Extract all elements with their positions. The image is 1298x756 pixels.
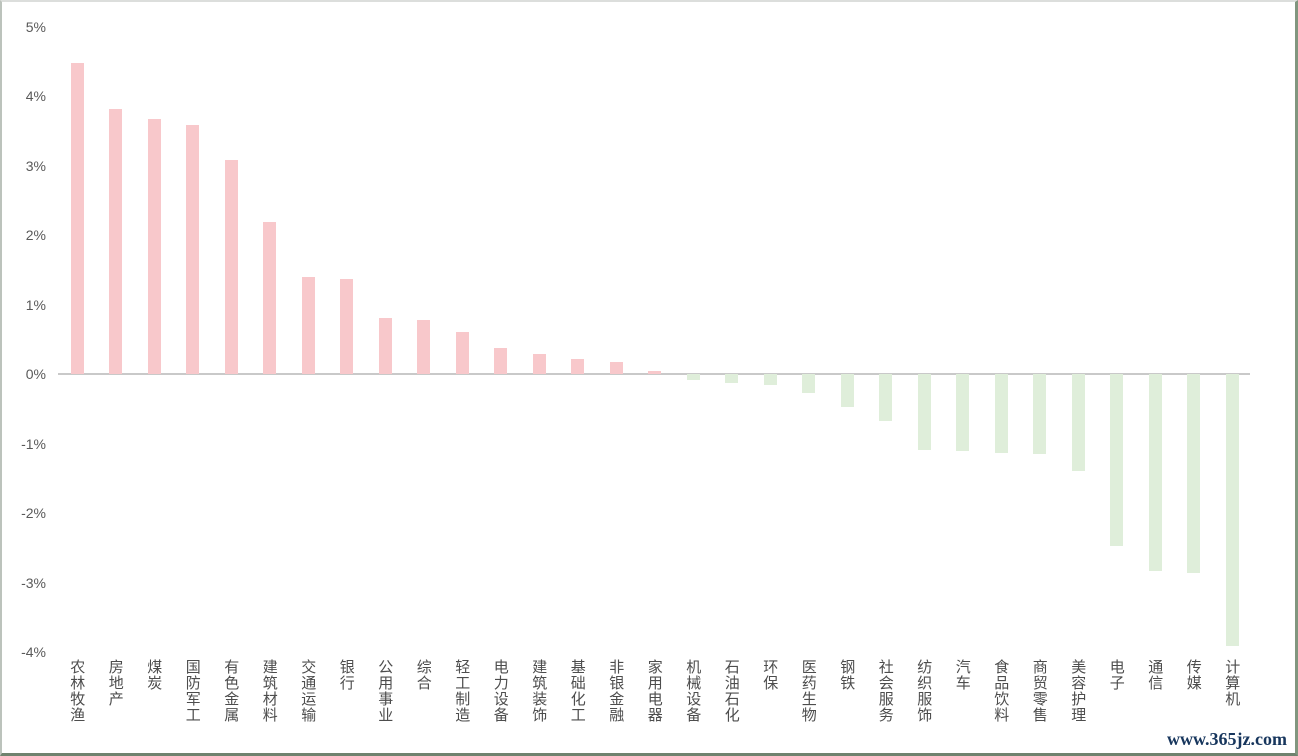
x-axis-label: 综合 <box>414 659 432 691</box>
x-axis-label: 钢铁 <box>838 659 856 691</box>
x-axis-label: 家用电器 <box>645 659 663 723</box>
bar <box>1225 374 1239 646</box>
y-axis-tick-label: 3% <box>25 157 46 174</box>
zero-axis-line <box>58 373 1250 375</box>
x-axis-label: 传媒 <box>1184 659 1202 691</box>
bar <box>186 125 200 374</box>
y-axis-tick-label: 4% <box>25 88 46 104</box>
bar <box>532 353 546 374</box>
x-axis-label: 交通运输 <box>299 659 317 723</box>
bar <box>725 374 739 384</box>
bar <box>686 374 700 380</box>
x-axis-label: 医药生物 <box>799 659 817 723</box>
bar <box>648 371 662 374</box>
bar <box>455 331 469 374</box>
x-axis-label: 社会服务 <box>876 659 894 723</box>
bar <box>147 118 161 374</box>
bar <box>263 221 277 374</box>
x-axis-label: 商贸零售 <box>1030 659 1048 723</box>
x-axis-label: 非银金融 <box>607 659 625 723</box>
x-axis-label: 农林牧渔 <box>68 659 86 723</box>
bar <box>109 109 123 374</box>
x-axis-label: 纺织服饰 <box>915 659 933 723</box>
bar <box>1110 374 1124 547</box>
x-axis-label: 汽车 <box>953 659 971 691</box>
bar <box>340 279 354 374</box>
y-axis-tick-label: 0% <box>25 366 46 382</box>
bar <box>378 317 392 374</box>
x-axis-label: 银行 <box>337 659 355 691</box>
bar <box>879 374 893 421</box>
y-axis-tick-label: 5% <box>25 18 46 35</box>
bar <box>956 374 970 452</box>
bar <box>494 347 508 374</box>
bar <box>802 374 816 394</box>
y-axis-tick-label: 1% <box>25 296 46 313</box>
x-axis-label: 美容护理 <box>1069 659 1087 723</box>
x-axis-label: 通信 <box>1146 659 1164 691</box>
bar <box>1071 374 1085 472</box>
y-axis-tick-label: 2% <box>25 227 46 243</box>
x-axis-label: 电子 <box>1107 659 1125 691</box>
bar <box>224 159 238 374</box>
x-axis-label: 石油石化 <box>722 659 740 723</box>
x-axis-label: 电力设备 <box>491 659 509 723</box>
y-axis-tick-label: -3% <box>21 574 46 591</box>
x-axis-label: 建筑装饰 <box>530 659 548 723</box>
bar <box>763 374 777 386</box>
bar <box>994 374 1008 453</box>
y-axis-tick-label: -2% <box>21 505 46 521</box>
x-axis-label: 机械设备 <box>684 659 702 723</box>
y-axis-tick-label: -4% <box>21 644 46 660</box>
bar <box>301 277 315 374</box>
x-axis-label: 公用事业 <box>376 659 394 723</box>
x-axis-label: 计算机 <box>1223 659 1241 707</box>
bar <box>417 319 431 374</box>
x-axis-label: 国防军工 <box>183 659 201 723</box>
x-axis-label: 环保 <box>761 659 779 691</box>
x-axis-label: 基础化工 <box>568 659 586 723</box>
bar <box>1187 374 1201 574</box>
bar <box>609 362 623 374</box>
x-axis-label: 有色金属 <box>222 659 240 723</box>
watermark-text: www.365jz.com <box>1167 729 1287 749</box>
x-axis-label: 轻工制造 <box>453 659 471 723</box>
bar <box>1033 374 1047 454</box>
bar <box>571 358 585 374</box>
bar <box>1148 374 1162 572</box>
x-axis-label: 食品饮料 <box>992 659 1010 723</box>
x-axis-label: 建筑材料 <box>260 659 278 723</box>
bar <box>917 374 931 451</box>
x-axis-label: 房地产 <box>106 659 124 707</box>
bar <box>840 374 854 408</box>
x-axis-label: 煤炭 <box>145 659 163 691</box>
y-axis-tick-label: -1% <box>21 435 46 452</box>
bar <box>70 63 84 374</box>
